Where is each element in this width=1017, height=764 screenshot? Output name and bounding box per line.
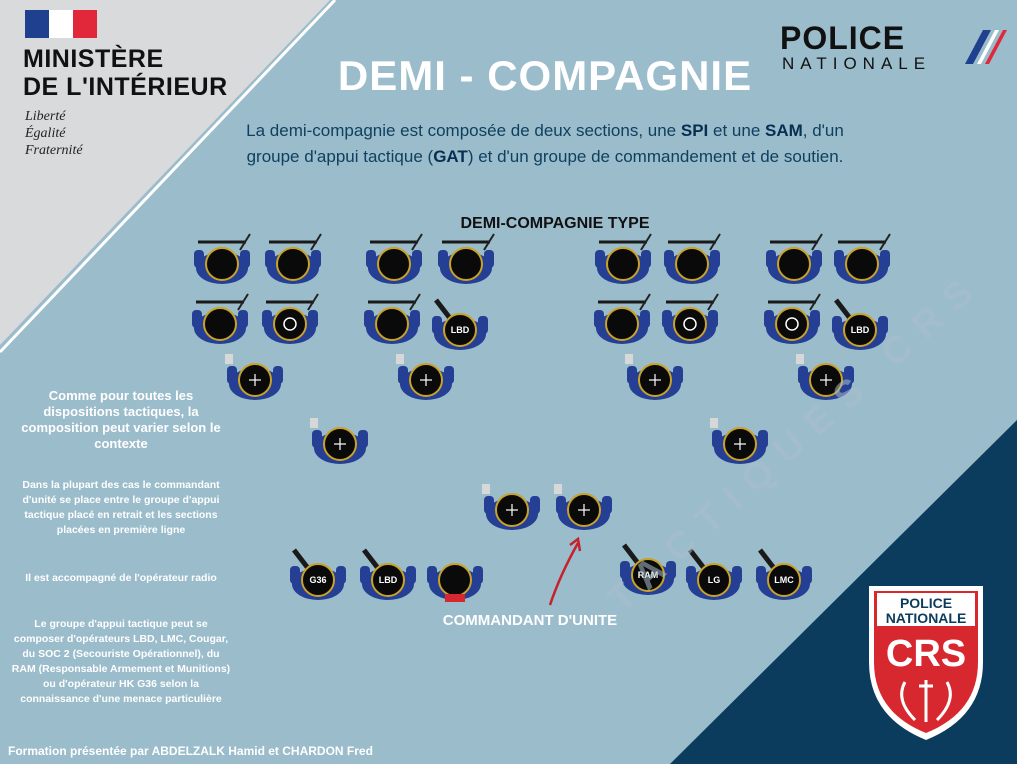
crs-badge-line1: POLICE <box>900 595 952 611</box>
ministry-line2: DE L'INTÉRIEUR <box>23 73 228 101</box>
officer-figure <box>192 293 249 344</box>
officer-figure: RAM <box>620 543 676 595</box>
officer-figure <box>625 354 683 400</box>
commander-arrow-icon <box>548 536 582 606</box>
officer-figure <box>764 293 821 344</box>
white-diagonal-line <box>0 0 337 354</box>
officer-label-ram: RAM <box>638 570 659 580</box>
officer-figure <box>796 354 854 400</box>
note-radio-operator: Il est accompagné de l'opérateur radio <box>25 572 217 584</box>
officer-label-lmc: LMC <box>774 575 794 585</box>
officer-figure <box>438 233 495 284</box>
note-composition: Comme pour toutes les dispositions tacti… <box>21 388 221 451</box>
officer-figure <box>427 563 483 602</box>
officer-label-lbd: LBD <box>851 325 870 335</box>
officer-figure: G36 <box>290 548 346 600</box>
diagram-title: DEMI-COMPAGNIE TYPE <box>460 215 650 232</box>
officer-figure <box>364 293 421 344</box>
officer-figure <box>396 354 454 400</box>
officer-figure <box>366 233 423 284</box>
officer-figure: LG <box>686 548 742 600</box>
officer-figure <box>262 293 319 344</box>
officer-label-lbd: LBD <box>379 575 398 585</box>
officer-figure <box>595 233 652 284</box>
note-commander-position: Dans la plupart des cas le commandant d'… <box>22 479 220 536</box>
police-logo-text: POLICE <box>780 20 906 56</box>
officer-figure <box>194 233 251 284</box>
crs-badge-line3: CRS <box>886 633 966 675</box>
officer-figure <box>834 233 891 284</box>
crs-badge-icon: POLICE NATIONALE CRS <box>869 586 983 740</box>
officer-figure: LBD <box>360 548 416 600</box>
officer-label-g36: G36 <box>309 575 326 585</box>
officer-figure: LBD <box>432 298 488 350</box>
officer-figure <box>766 233 823 284</box>
officer-figure <box>310 418 368 464</box>
motto-egalite: Égalité <box>25 126 66 141</box>
officer-figure <box>225 354 283 400</box>
officer-label-lbd: LBD <box>451 325 470 335</box>
credit-text: Formation présentée par ABDELZALK Hamid … <box>8 744 373 758</box>
officer-figure <box>594 293 651 344</box>
officer-figure: LBD <box>832 298 888 350</box>
crs-badge-line2: NATIONALE <box>886 610 967 626</box>
intro-text: La demi-compagnie est composée de deux s… <box>246 121 844 166</box>
officer-figure <box>662 293 719 344</box>
officer-figure <box>664 233 721 284</box>
nationale-logo-text: NATIONALE <box>782 54 932 73</box>
officer-label-lg: LG <box>708 575 721 585</box>
commander-label: COMMANDANT D'UNITE <box>442 612 618 629</box>
officer-figure: LMC <box>756 548 812 600</box>
police-flag-icon <box>965 30 1007 64</box>
ministry-line1: MINISTÈRE <box>23 45 164 73</box>
page-title: DEMI - COMPAGNIE <box>337 52 753 99</box>
officer-figure <box>482 484 540 530</box>
officer-figure <box>265 233 322 284</box>
officer-figure <box>710 418 768 464</box>
motto-liberte: Liberté <box>25 109 66 124</box>
french-flag-icon <box>25 10 97 38</box>
grey-corner-shape <box>0 0 330 345</box>
officer-figure <box>554 484 612 530</box>
motto-fraternite: Fraternité <box>25 143 83 158</box>
note-gat-composition: Le groupe d'appui tactique peut se compo… <box>11 618 231 705</box>
